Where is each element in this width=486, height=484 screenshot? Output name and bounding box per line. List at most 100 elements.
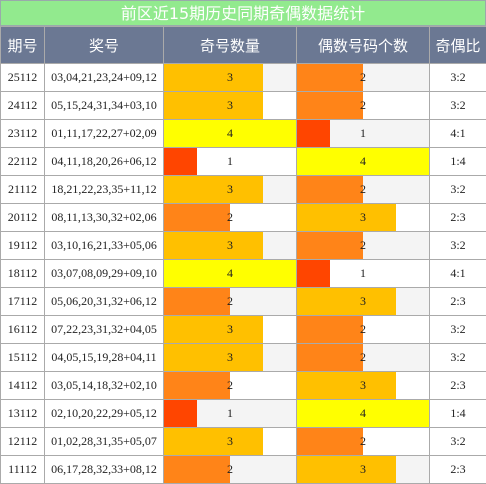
count: 3 xyxy=(227,182,233,196)
count: 3 xyxy=(360,378,366,392)
count: 3 xyxy=(360,462,366,476)
bar xyxy=(297,120,330,147)
bar-cell: 3 xyxy=(164,232,297,260)
count: 3 xyxy=(227,238,233,252)
cell: 13112 xyxy=(1,400,45,428)
cell: 02,10,20,22,29+05,12 xyxy=(45,400,164,428)
cell: 07,22,23,31,32+04,05 xyxy=(45,316,164,344)
cell: 3:2 xyxy=(430,316,486,344)
cell: 08,11,13,30,32+02,06 xyxy=(45,204,164,232)
count: 3 xyxy=(227,98,233,112)
count: 2 xyxy=(227,378,233,392)
cell: 15112 xyxy=(1,344,45,372)
count: 3 xyxy=(227,434,233,448)
bar xyxy=(297,456,396,483)
bar-cell: 3 xyxy=(297,456,430,484)
cell: 2:3 xyxy=(430,204,486,232)
bar-cell: 3 xyxy=(164,92,297,120)
count: 1 xyxy=(360,126,366,140)
cell: 2:3 xyxy=(430,456,486,484)
bar xyxy=(164,92,263,119)
bar xyxy=(297,428,363,455)
bar-cell: 2 xyxy=(297,176,430,204)
cell: 24112 xyxy=(1,92,45,120)
cell: 3:2 xyxy=(430,428,486,456)
cell: 11112 xyxy=(1,456,45,484)
cell: 4:1 xyxy=(430,120,486,148)
bar xyxy=(164,400,197,427)
cell: 3:2 xyxy=(430,232,486,260)
count: 2 xyxy=(360,434,366,448)
title: 前区近15期历史同期奇偶数据统计 xyxy=(0,0,486,26)
cell: 01,11,17,22,27+02,09 xyxy=(45,120,164,148)
bar xyxy=(164,204,230,231)
cell: 04,05,15,19,28+04,11 xyxy=(45,344,164,372)
bar xyxy=(164,456,230,483)
header-row: 期号奖号奇号数量偶数号码个数奇偶比 xyxy=(1,27,486,64)
cell: 3:2 xyxy=(430,344,486,372)
bar-cell: 1 xyxy=(164,400,297,428)
bar-cell: 3 xyxy=(164,428,297,456)
header-cell: 偶数号码个数 xyxy=(297,27,430,64)
count: 4 xyxy=(227,266,233,280)
bar xyxy=(164,372,230,399)
bar-cell: 4 xyxy=(297,148,430,176)
cell: 4:1 xyxy=(430,260,486,288)
cell: 1:4 xyxy=(430,400,486,428)
bar xyxy=(164,232,263,259)
cell: 23112 xyxy=(1,120,45,148)
bar-cell: 4 xyxy=(297,400,430,428)
bar-cell: 3 xyxy=(297,372,430,400)
cell: 21112 xyxy=(1,176,45,204)
cell: 01,02,28,31,35+05,07 xyxy=(45,428,164,456)
cell: 14112 xyxy=(1,372,45,400)
cell: 19112 xyxy=(1,232,45,260)
count: 2 xyxy=(360,322,366,336)
bar xyxy=(297,288,396,315)
bar xyxy=(164,344,263,371)
bar xyxy=(164,64,263,91)
header-cell: 奇偶比 xyxy=(430,27,486,64)
cell: 05,06,20,31,32+06,12 xyxy=(45,288,164,316)
cell: 03,05,14,18,32+02,10 xyxy=(45,372,164,400)
bar xyxy=(297,344,363,371)
bar xyxy=(164,428,263,455)
count: 4 xyxy=(360,154,366,168)
cell: 2:3 xyxy=(430,288,486,316)
count: 1 xyxy=(227,154,233,168)
cell: 06,17,28,32,33+08,12 xyxy=(45,456,164,484)
bar-cell: 1 xyxy=(164,148,297,176)
cell: 3:2 xyxy=(430,64,486,92)
bar-cell: 1 xyxy=(297,260,430,288)
bar xyxy=(164,316,263,343)
bar xyxy=(297,64,363,91)
count: 2 xyxy=(360,70,366,84)
count: 2 xyxy=(227,210,233,224)
count: 3 xyxy=(360,210,366,224)
bar xyxy=(297,204,396,231)
bar xyxy=(164,288,230,315)
cell: 22112 xyxy=(1,148,45,176)
count: 2 xyxy=(227,462,233,476)
count: 4 xyxy=(360,406,366,420)
count: 2 xyxy=(360,238,366,252)
cell: 03,04,21,23,24+09,12 xyxy=(45,64,164,92)
count: 4 xyxy=(227,126,233,140)
bar-cell: 2 xyxy=(297,232,430,260)
bar xyxy=(297,92,363,119)
bar-cell: 3 xyxy=(297,204,430,232)
cell: 03,10,16,21,33+05,06 xyxy=(45,232,164,260)
count: 3 xyxy=(227,350,233,364)
